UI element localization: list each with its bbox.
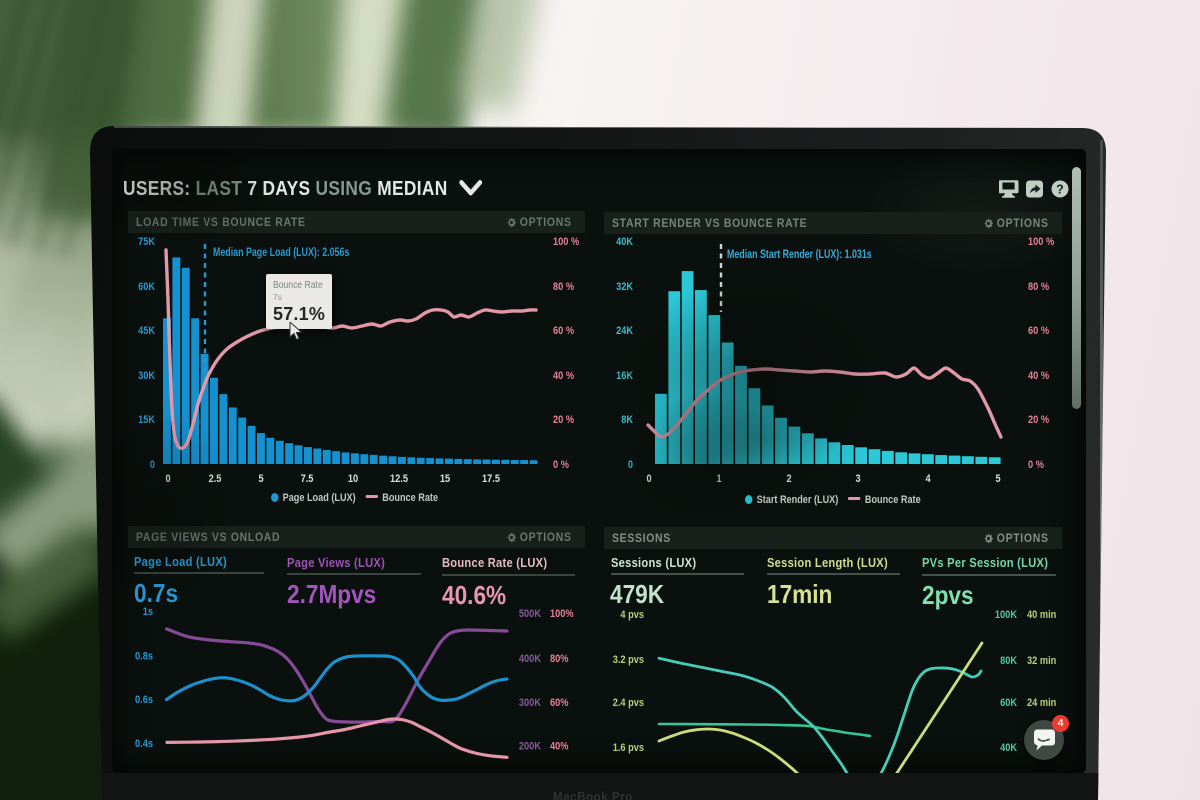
svg-text:3.2 pvs: 3.2 pvs <box>613 654 644 666</box>
svg-text:15K: 15K <box>138 414 155 426</box>
svg-text:0.4s: 0.4s <box>135 738 153 750</box>
svg-text:80 %: 80 % <box>1028 281 1049 293</box>
svg-text:60 %: 60 % <box>553 325 574 337</box>
svg-text:80 %: 80 % <box>553 281 574 293</box>
svg-text:?: ? <box>1056 183 1064 197</box>
svg-text:30K: 30K <box>138 370 155 382</box>
svg-text:32 min: 32 min <box>1027 655 1057 667</box>
svg-text:80%: 80% <box>550 653 569 665</box>
svg-text:32K: 32K <box>616 281 633 293</box>
svg-text:24K: 24K <box>616 325 633 337</box>
svg-text:3: 3 <box>855 473 860 485</box>
svg-text:100%: 100% <box>550 608 574 620</box>
svg-text:45K: 45K <box>138 325 155 337</box>
svg-text:80K: 80K <box>1000 655 1017 667</box>
svg-text:40 min: 40 min <box>1027 609 1057 621</box>
svg-text:4: 4 <box>925 473 931 485</box>
svg-text:100K: 100K <box>995 609 1017 621</box>
svg-text:5: 5 <box>258 473 263 485</box>
svg-text:0 %: 0 % <box>553 459 569 471</box>
svg-text:40%: 40% <box>550 741 569 753</box>
svg-text:60K: 60K <box>138 281 155 293</box>
svg-text:20 %: 20 % <box>1028 414 1049 426</box>
svg-text:0: 0 <box>646 473 651 485</box>
svg-text:200K: 200K <box>519 741 541 753</box>
svg-text:60%: 60% <box>550 697 569 709</box>
svg-text:75K: 75K <box>138 236 155 248</box>
svg-text:0.8s: 0.8s <box>135 651 153 663</box>
svg-text:40K: 40K <box>1000 742 1017 754</box>
svg-text:400K: 400K <box>519 653 541 665</box>
svg-text:1: 1 <box>716 473 721 485</box>
svg-text:0: 0 <box>165 473 170 485</box>
svg-text:17.5: 17.5 <box>482 473 500 485</box>
svg-text:60K: 60K <box>1000 697 1017 709</box>
svg-text:0.6s: 0.6s <box>135 694 153 706</box>
svg-text:2: 2 <box>786 473 791 485</box>
svg-text:0: 0 <box>150 459 155 471</box>
svg-text:1.6 pvs: 1.6 pvs <box>613 742 644 754</box>
svg-text:10: 10 <box>348 473 358 485</box>
svg-text:0: 0 <box>628 459 633 471</box>
svg-text:5: 5 <box>995 473 1000 485</box>
svg-text:40 %: 40 % <box>1028 370 1049 382</box>
svg-text:7.5: 7.5 <box>301 473 314 485</box>
svg-text:8K: 8K <box>621 414 633 426</box>
svg-text:100 %: 100 % <box>1028 236 1054 248</box>
svg-text:16K: 16K <box>616 370 633 382</box>
svg-text:40 %: 40 % <box>553 370 574 382</box>
svg-text:40K: 40K <box>616 236 633 248</box>
svg-text:2.5: 2.5 <box>209 473 222 485</box>
svg-text:Median Start Render (LUX): 1.0: Median Start Render (LUX): 1.031s <box>727 249 872 261</box>
svg-text:500K: 500K <box>519 608 541 620</box>
svg-text:4 pvs: 4 pvs <box>620 609 644 621</box>
svg-text:2.4 pvs: 2.4 pvs <box>613 697 644 709</box>
svg-text:1s: 1s <box>143 606 153 618</box>
svg-text:100 %: 100 % <box>553 236 579 248</box>
svg-text:0 %: 0 % <box>1028 459 1044 471</box>
svg-text:300K: 300K <box>519 697 541 709</box>
svg-text:15: 15 <box>440 473 450 485</box>
svg-text:60 %: 60 % <box>1028 325 1049 337</box>
svg-text:Median Page Load (LUX): 2.056s: Median Page Load (LUX): 2.056s <box>213 247 349 259</box>
svg-text:24 min: 24 min <box>1027 697 1057 709</box>
svg-text:20 %: 20 % <box>553 414 574 426</box>
svg-text:12.5: 12.5 <box>390 473 408 485</box>
